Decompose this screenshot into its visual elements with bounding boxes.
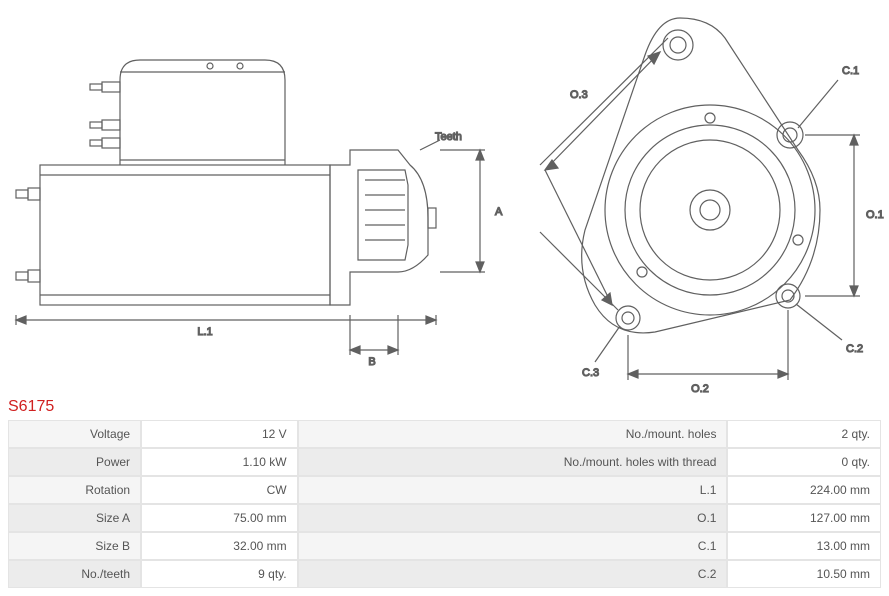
dim-o2-label: O.2 bbox=[691, 383, 709, 395]
spec-value: 127.00 mm bbox=[727, 504, 881, 532]
specifications-table: Voltage 12 V No./mount. holes 2 qty. Pow… bbox=[8, 420, 881, 588]
side-view bbox=[16, 60, 485, 355]
spec-value: CW bbox=[141, 476, 298, 504]
spec-value: 0 qty. bbox=[727, 448, 881, 476]
spec-label: Rotation bbox=[8, 476, 141, 504]
spec-label: No./mount. holes with thread bbox=[298, 448, 728, 476]
spec-value: 2 qty. bbox=[727, 420, 881, 448]
spec-label: C.1 bbox=[298, 532, 728, 560]
spec-value: 224.00 mm bbox=[727, 476, 881, 504]
table-row: Voltage 12 V No./mount. holes 2 qty. bbox=[8, 420, 881, 448]
spec-label: Size B bbox=[8, 532, 141, 560]
spec-tbody: Voltage 12 V No./mount. holes 2 qty. Pow… bbox=[8, 420, 881, 588]
spec-label: O.1 bbox=[298, 504, 728, 532]
dim-c1-label: C.1 bbox=[842, 65, 859, 77]
table-row: No./teeth 9 qty. C.2 10.50 mm bbox=[8, 560, 881, 588]
drawings-svg: L.1 B A Teeth bbox=[0, 0, 889, 398]
table-row: Rotation CW L.1 224.00 mm bbox=[8, 476, 881, 504]
spec-label: C.2 bbox=[298, 560, 728, 588]
front-view bbox=[540, 18, 860, 380]
spec-value: 1.10 kW bbox=[141, 448, 298, 476]
spec-value: 75.00 mm bbox=[141, 504, 298, 532]
teeth-label: Teeth bbox=[435, 131, 462, 143]
dim-o1-label: O.1 bbox=[866, 209, 884, 221]
spec-label: No./mount. holes bbox=[298, 420, 728, 448]
spec-label: Power bbox=[8, 448, 141, 476]
spec-value: 13.00 mm bbox=[727, 532, 881, 560]
dim-c2-label: C.2 bbox=[846, 343, 863, 355]
spec-value: 32.00 mm bbox=[141, 532, 298, 560]
table-row: Size B 32.00 mm C.1 13.00 mm bbox=[8, 532, 881, 560]
dim-l1-label: L.1 bbox=[197, 326, 212, 338]
spec-value: 10.50 mm bbox=[727, 560, 881, 588]
spec-value: 9 qty. bbox=[141, 560, 298, 588]
spec-label: Voltage bbox=[8, 420, 141, 448]
technical-drawings: L.1 B A Teeth bbox=[0, 0, 889, 398]
dim-c3-label: C.3 bbox=[582, 367, 599, 379]
spec-label: Size A bbox=[8, 504, 141, 532]
table-row: Size A 75.00 mm O.1 127.00 mm bbox=[8, 504, 881, 532]
dim-o3-label: O.3 bbox=[570, 89, 588, 101]
part-number: S6175 bbox=[8, 398, 54, 416]
dim-b-label: B bbox=[368, 356, 375, 368]
spec-value: 12 V bbox=[141, 420, 298, 448]
spec-label: No./teeth bbox=[8, 560, 141, 588]
table-row: Power 1.10 kW No./mount. holes with thre… bbox=[8, 448, 881, 476]
dim-a-label: A bbox=[495, 206, 503, 218]
spec-label: L.1 bbox=[298, 476, 728, 504]
